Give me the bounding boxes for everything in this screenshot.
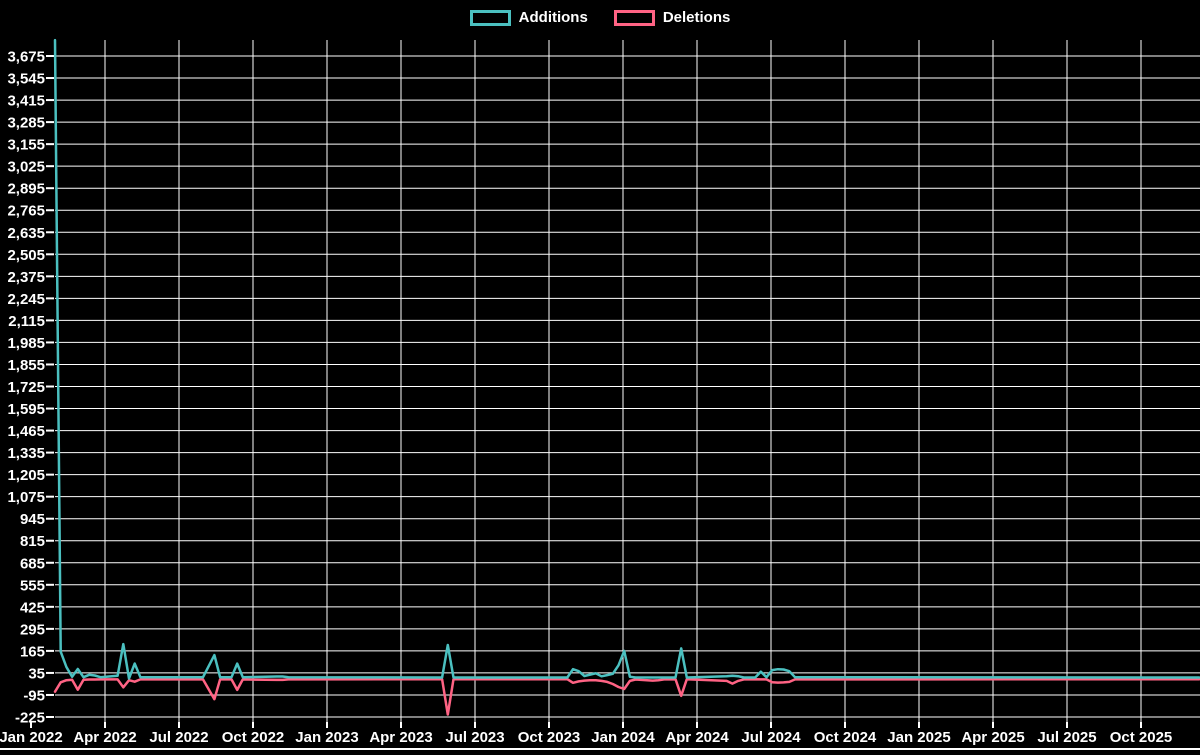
y-axis-label: 2,505: [7, 247, 45, 264]
y-axis-label: 555: [20, 577, 45, 594]
y-axis-label: 1,075: [7, 489, 45, 506]
y-axis-label: 3,285: [7, 115, 45, 132]
y-axis-label: 2,895: [7, 181, 45, 198]
x-axis-label: Jul 2025: [1037, 729, 1096, 746]
deletions-swatch-icon: [613, 10, 655, 26]
x-axis-label: Jul 2024: [741, 729, 801, 746]
additions-swatch-icon: [469, 10, 511, 26]
deletions-line: [53, 677, 1200, 716]
y-axis-label: 815: [20, 533, 45, 550]
y-axis-label: 685: [20, 555, 45, 572]
y-axis-label: 3,545: [7, 71, 45, 88]
y-axis-label: -95: [23, 687, 45, 704]
x-axis-label: Apr 2022: [73, 729, 136, 746]
y-axis-label: 1,465: [7, 423, 45, 440]
bottom-divider: [0, 748, 1200, 750]
legend-item-deletions[interactable]: Deletions: [613, 9, 731, 26]
y-axis-label: 425: [20, 599, 45, 616]
x-axis-label: Apr 2024: [665, 729, 729, 746]
y-axis-label: 3,025: [7, 159, 45, 176]
x-axis-label: Jan 2025: [887, 729, 950, 746]
legend-label-additions: Additions: [518, 9, 588, 26]
y-axis-label: 945: [20, 511, 45, 528]
y-axis-label: 2,115: [8, 313, 45, 330]
y-axis-label: 1,985: [7, 335, 45, 352]
x-axis-label: Jan 2023: [295, 729, 358, 746]
legend-item-additions[interactable]: Additions: [469, 9, 588, 26]
y-axis-label: 2,245: [7, 291, 45, 308]
axis-labels: 3,675 3,545 3,415 3,285 3,155 3,025 2,895 2,765…: [0, 49, 1172, 747]
y-axis-label: 3,675: [7, 49, 45, 66]
y-axis-label: 3,415: [7, 93, 45, 110]
gridlines: [30, 40, 1200, 728]
y-axis-label: 1,205: [7, 467, 45, 484]
y-axis-label: 3,155: [7, 137, 45, 154]
legend-label-deletions: Deletions: [662, 9, 731, 26]
y-axis-label: 165: [20, 643, 45, 660]
y-axis-label: 2,635: [7, 225, 45, 242]
y-axis-label: 295: [20, 621, 45, 638]
additions-line: [53, 38, 1200, 680]
y-axis-label: -225: [15, 710, 45, 727]
y-axis-label: 1,595: [7, 401, 45, 418]
x-axis-label: Jan 2022: [0, 729, 63, 746]
x-axis-label: Oct 2023: [518, 729, 581, 746]
x-axis-label: Oct 2024: [814, 729, 877, 746]
x-axis-label: Jan 2024: [591, 729, 655, 746]
x-axis-label: Jul 2023: [445, 729, 504, 746]
y-axis-label: 2,375: [7, 269, 45, 286]
x-axis-label: Jul 2022: [149, 729, 208, 746]
x-axis-label: Apr 2023: [369, 729, 432, 746]
y-axis-label: 35: [28, 665, 45, 682]
x-axis-label: Apr 2025: [961, 729, 1024, 746]
y-axis-label: 1,335: [7, 445, 45, 462]
y-axis-label: 2,765: [7, 203, 45, 220]
chart-legend: Additions Deletions: [0, 6, 1200, 30]
x-axis-label: Oct 2022: [222, 729, 285, 746]
x-axis-label: Oct 2025: [1110, 729, 1173, 746]
y-axis-label: 1,855: [7, 357, 45, 374]
y-axis-label: 1,725: [7, 379, 45, 396]
